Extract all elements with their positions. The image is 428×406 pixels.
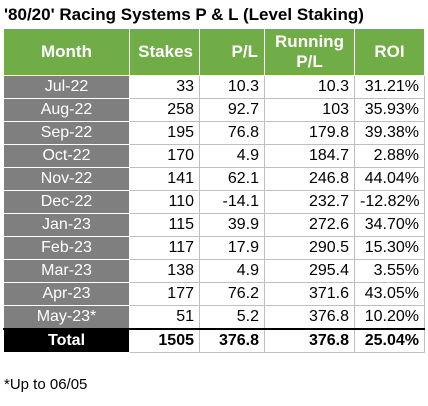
cell-roi: 39.38% bbox=[354, 121, 425, 145]
table-row: Oct-22 170 4.9 184.7 2.88% bbox=[3, 144, 425, 168]
cell-roi: 31.21% bbox=[354, 75, 425, 99]
header-running-pl: Running P/L bbox=[264, 28, 355, 76]
cell-running-pl: 290.5 bbox=[264, 236, 355, 260]
cell-pl: 4.9 bbox=[199, 259, 265, 283]
table-row: Dec-22 110 -14.1 232.7 -12.82% bbox=[3, 190, 425, 214]
header-running-line1: Running bbox=[275, 32, 344, 51]
cell-month: Feb-23 bbox=[3, 236, 130, 260]
cell-stakes: 258 bbox=[129, 98, 200, 122]
cell-pl: 4.9 bbox=[199, 144, 265, 168]
cell-month: Jan-23 bbox=[3, 213, 130, 237]
cell-stakes: 117 bbox=[129, 236, 200, 260]
cell-stakes: 170 bbox=[129, 144, 200, 168]
cell-month: Aug-22 bbox=[3, 98, 130, 122]
cell-roi: 43.05% bbox=[354, 282, 425, 306]
cell-pl: 76.8 bbox=[199, 121, 265, 145]
footnote: *Up to 06/05 bbox=[4, 376, 88, 393]
table-row: Jan-23 115 39.9 272.6 34.70% bbox=[3, 213, 425, 237]
cell-pl: -14.1 bbox=[199, 190, 265, 214]
table-row: Aug-22 258 92.7 103 35.93% bbox=[3, 98, 425, 122]
cell-stakes: 177 bbox=[129, 282, 200, 306]
cell-stakes: 138 bbox=[129, 259, 200, 283]
table-row: Feb-23 117 17.9 290.5 15.30% bbox=[3, 236, 425, 260]
header-pl: P/L bbox=[199, 28, 265, 76]
table-title: '80/20' Racing Systems P & L (Level Stak… bbox=[4, 5, 364, 24]
cell-roi: -12.82% bbox=[354, 190, 425, 214]
cell-roi: 34.70% bbox=[354, 213, 425, 237]
cell-stakes: 33 bbox=[129, 75, 200, 99]
cell-roi: 15.30% bbox=[354, 236, 425, 260]
cell-pl: 39.9 bbox=[199, 213, 265, 237]
header-stakes: Stakes bbox=[129, 28, 200, 76]
table-row: Mar-23 138 4.9 295.4 3.55% bbox=[3, 259, 425, 283]
cell-running-pl: 246.8 bbox=[264, 167, 355, 191]
total-pl: 376.8 bbox=[199, 328, 265, 353]
cell-roi: 44.04% bbox=[354, 167, 425, 191]
cell-running-pl: 184.7 bbox=[264, 144, 355, 168]
cell-roi: 2.88% bbox=[354, 144, 425, 168]
table-row: Apr-23 177 76.2 371.6 43.05% bbox=[3, 282, 425, 306]
cell-roi: 10.20% bbox=[354, 305, 425, 330]
table-row: Jul-22 33 10.3 10.3 31.21% bbox=[3, 75, 425, 99]
cell-running-pl: 272.6 bbox=[264, 213, 355, 237]
table-row: Sep-22 195 76.8 179.8 39.38% bbox=[3, 121, 425, 145]
total-running-pl: 376.8 bbox=[264, 328, 355, 353]
table-row: Nov-22 141 62.1 246.8 44.04% bbox=[3, 167, 425, 191]
cell-stakes: 110 bbox=[129, 190, 200, 214]
cell-stakes: 51 bbox=[129, 305, 200, 330]
cell-running-pl: 376.8 bbox=[264, 305, 355, 330]
cell-pl: 62.1 bbox=[199, 167, 265, 191]
header-running-line2: P/L bbox=[296, 52, 323, 71]
cell-month: Apr-23 bbox=[3, 282, 130, 306]
total-label: Total bbox=[3, 328, 130, 353]
cell-month: Jul-22 bbox=[3, 75, 130, 99]
cell-pl: 17.9 bbox=[199, 236, 265, 260]
total-row: Total 1505 376.8 376.8 25.04% bbox=[3, 328, 425, 353]
table-row: May-23* 51 5.2 376.8 10.20% bbox=[3, 305, 425, 330]
cell-month: Oct-22 bbox=[3, 144, 130, 168]
header-month: Month bbox=[3, 28, 130, 76]
cell-roi: 3.55% bbox=[354, 259, 425, 283]
cell-running-pl: 232.7 bbox=[264, 190, 355, 214]
cell-month: Mar-23 bbox=[3, 259, 130, 283]
header-roi: ROI bbox=[354, 28, 425, 76]
total-stakes: 1505 bbox=[129, 328, 200, 353]
cell-running-pl: 103 bbox=[264, 98, 355, 122]
cell-running-pl: 10.3 bbox=[264, 75, 355, 99]
cell-stakes: 195 bbox=[129, 121, 200, 145]
cell-pl: 10.3 bbox=[199, 75, 265, 99]
total-roi: 25.04% bbox=[354, 328, 425, 353]
cell-stakes: 141 bbox=[129, 167, 200, 191]
cell-pl: 5.2 bbox=[199, 305, 265, 330]
cell-roi: 35.93% bbox=[354, 98, 425, 122]
cell-month: Dec-22 bbox=[3, 190, 130, 214]
cell-running-pl: 371.6 bbox=[264, 282, 355, 306]
pl-table: Month Stakes P/L Running P/L ROI Jul-22 3… bbox=[3, 28, 425, 353]
cell-running-pl: 179.8 bbox=[264, 121, 355, 145]
cell-stakes: 115 bbox=[129, 213, 200, 237]
cell-running-pl: 295.4 bbox=[264, 259, 355, 283]
cell-month: May-23* bbox=[3, 305, 130, 330]
cell-pl: 92.7 bbox=[199, 98, 265, 122]
header-row: Month Stakes P/L Running P/L ROI bbox=[3, 28, 425, 76]
cell-month: Nov-22 bbox=[3, 167, 130, 191]
cell-pl: 76.2 bbox=[199, 282, 265, 306]
cell-month: Sep-22 bbox=[3, 121, 130, 145]
